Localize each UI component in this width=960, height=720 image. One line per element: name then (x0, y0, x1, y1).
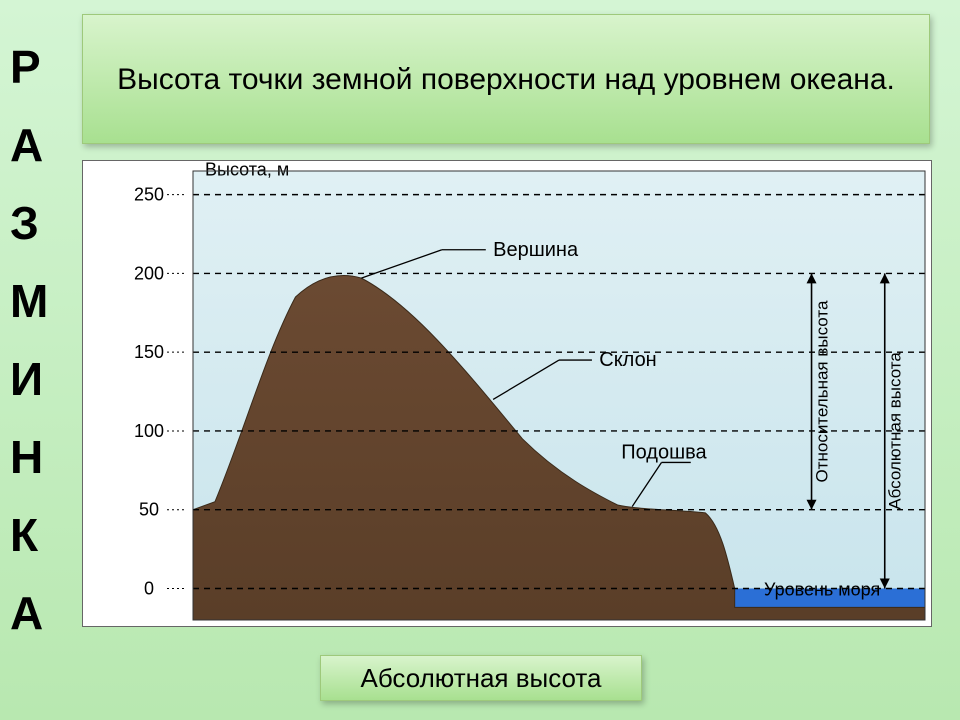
slide-root: РАЗМИНКА Высота точки земной поверхности… (0, 0, 960, 720)
svg-text:Абсолютная высота: Абсолютная высота (886, 352, 905, 510)
svg-text:Высота, м: Высота, м (205, 161, 289, 180)
svg-text:250: 250 (134, 185, 164, 205)
vertical-letter: М (10, 262, 70, 340)
vertical-letter: Р (10, 28, 70, 106)
svg-text:Уровень моря: Уровень моря (764, 580, 880, 600)
vertical-letter: А (10, 106, 70, 184)
answer-box: Абсолютная высота (320, 655, 642, 701)
svg-text:Относительная высота: Относительная высота (813, 300, 832, 482)
vertical-letter: З (10, 184, 70, 262)
title-text: Высота точки земной поверхности над уров… (117, 54, 895, 105)
answer-text: Абсолютная высота (360, 663, 601, 694)
svg-text:150: 150 (134, 342, 164, 362)
svg-text:Подошва: Подошва (621, 441, 707, 463)
svg-text:50: 50 (139, 500, 159, 520)
svg-text:Склон: Склон (599, 349, 656, 371)
diagram-container: 0 50 100 150 200 250 Высота, м Вершина Склон Подо… (82, 160, 932, 627)
svg-text:200: 200 (134, 263, 164, 283)
svg-text:0: 0 (144, 578, 154, 598)
svg-text:Вершина: Вершина (493, 239, 579, 261)
title-box: Высота точки земной поверхности над уров… (82, 14, 930, 144)
elevation-diagram: 0 50 100 150 200 250 Высота, м Вершина Склон Подо… (83, 161, 931, 626)
vertical-letter: К (10, 496, 70, 574)
vertical-letter: И (10, 340, 70, 418)
svg-text:100: 100 (134, 421, 164, 441)
warmup-vertical-text: РАЗМИНКА (10, 28, 70, 652)
vertical-letter: А (10, 574, 70, 652)
vertical-letter: Н (10, 418, 70, 496)
